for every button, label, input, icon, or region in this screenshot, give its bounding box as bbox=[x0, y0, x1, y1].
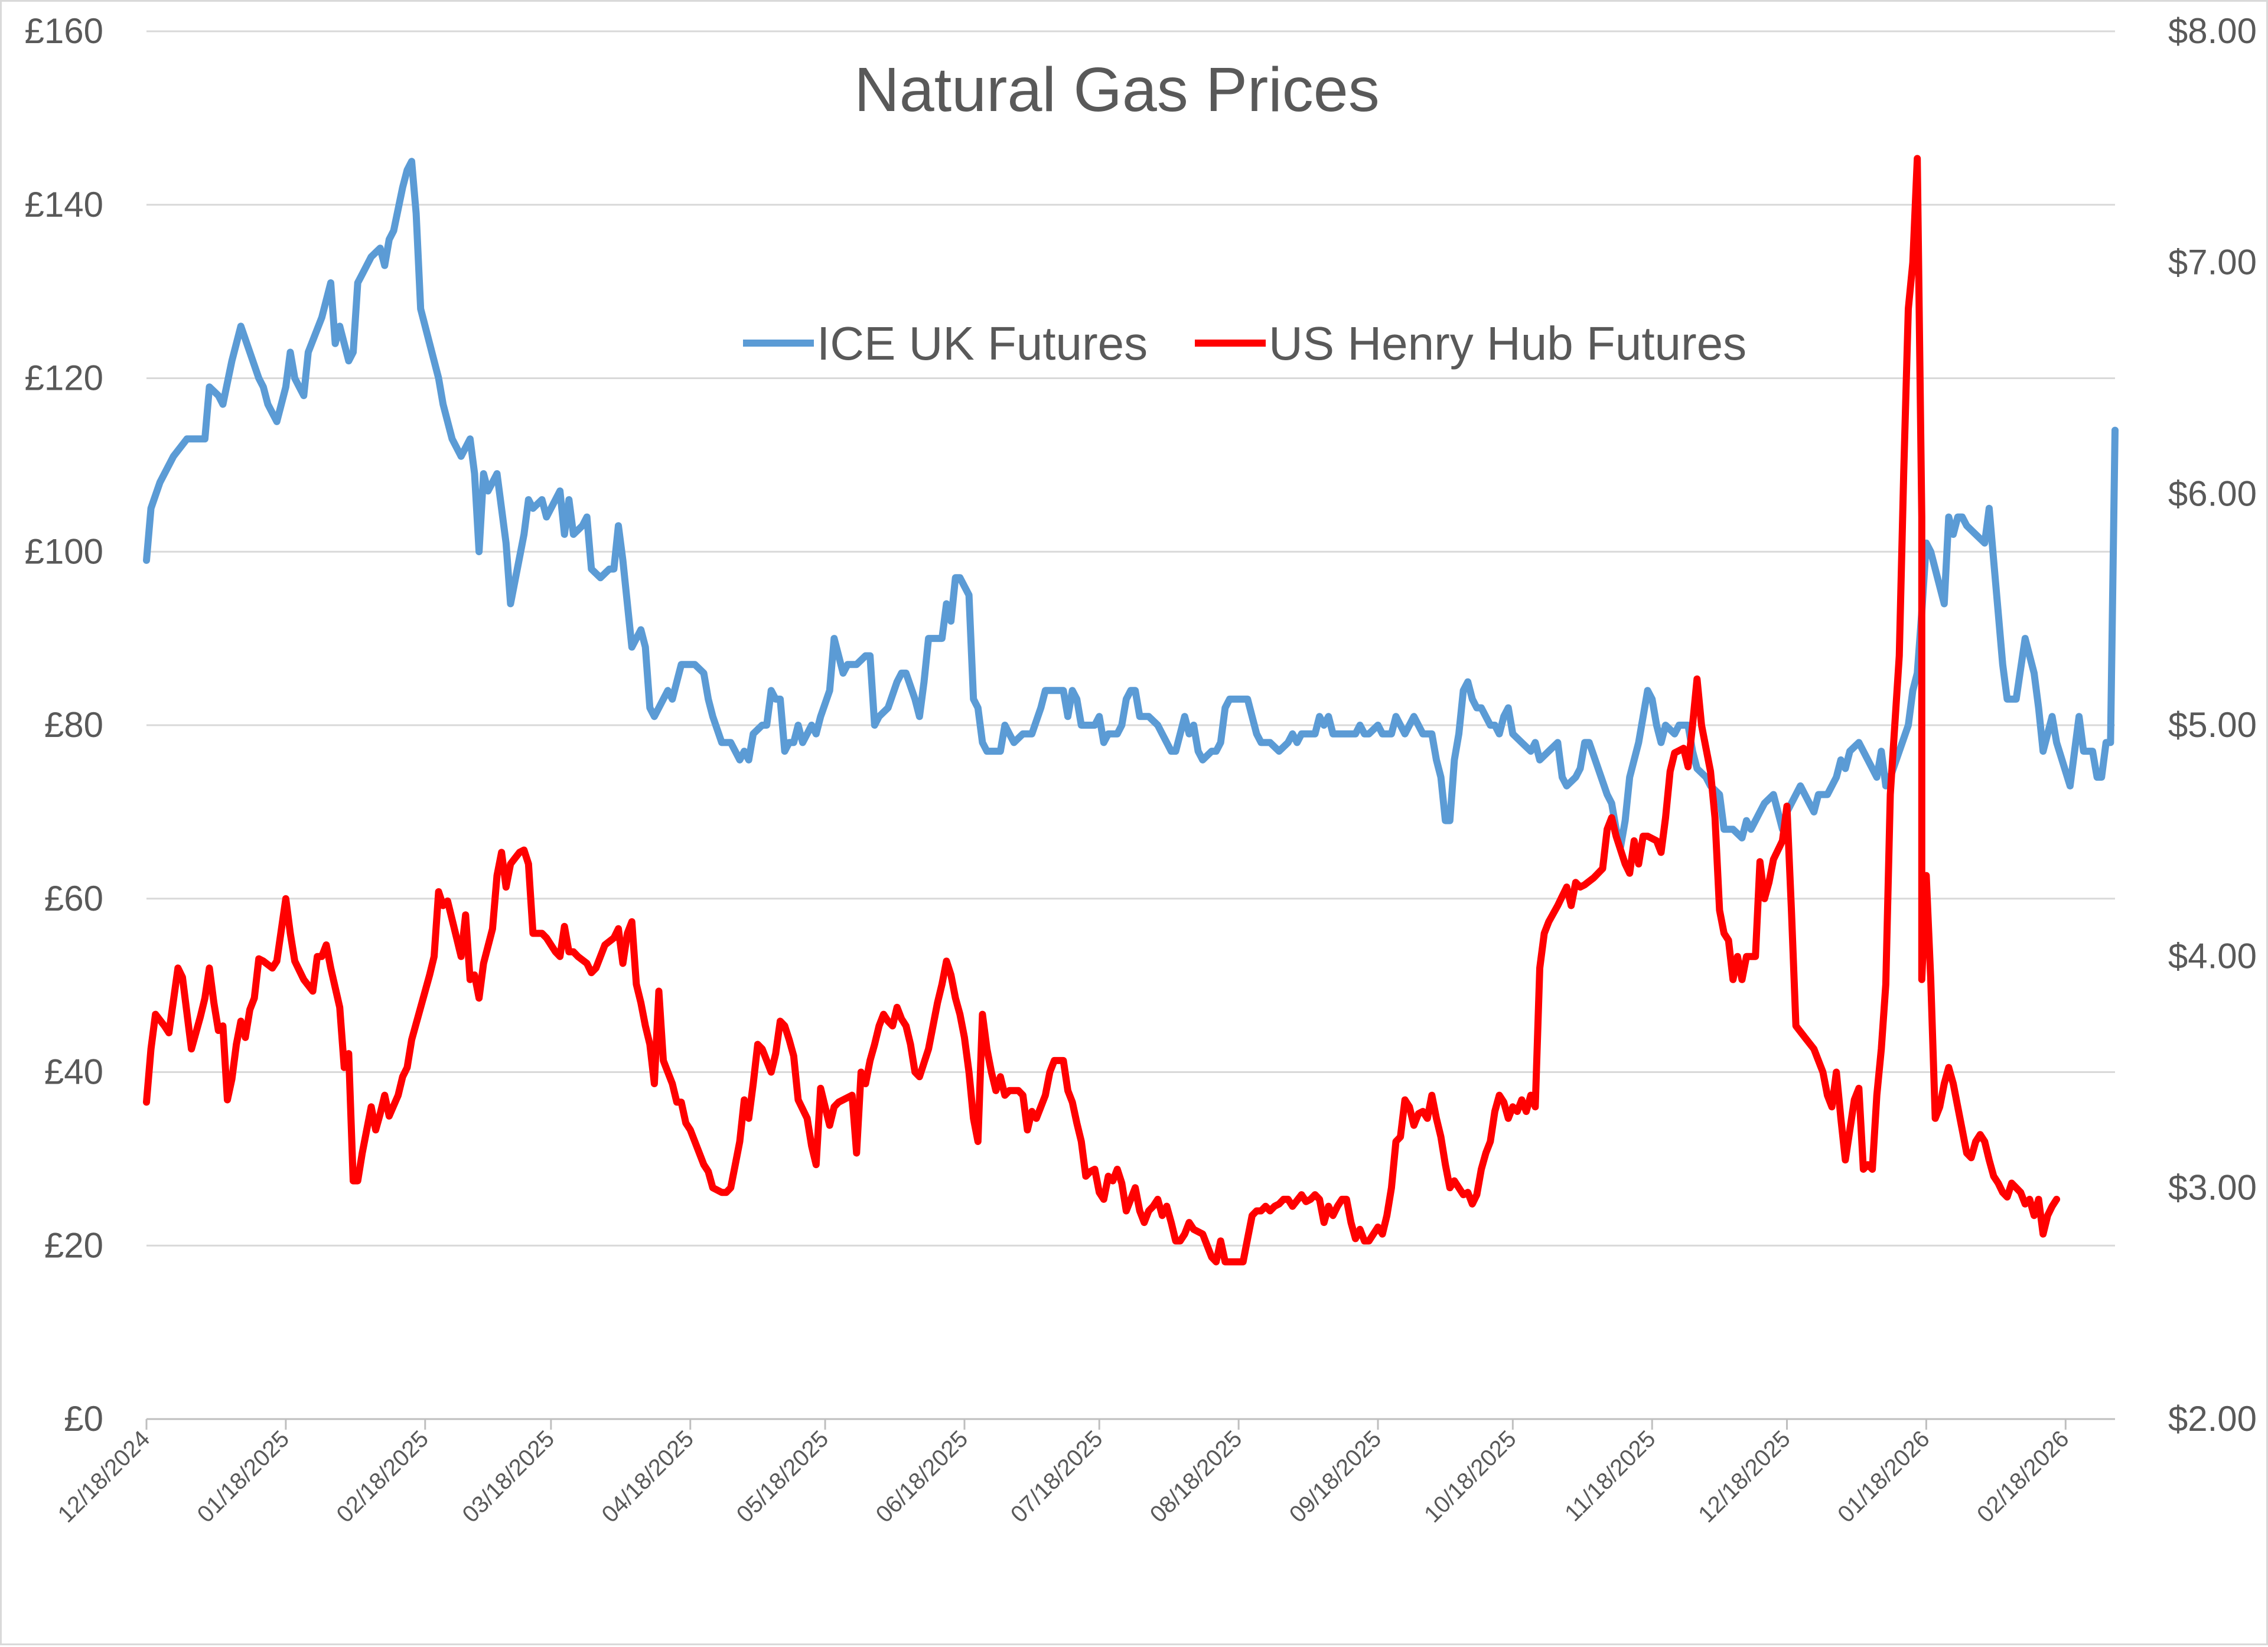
x-tick-label: 11/18/2025 bbox=[1560, 1426, 1661, 1527]
chart-title: Natural Gas Prices bbox=[854, 55, 1380, 125]
y-left-tick-label: £120 bbox=[25, 358, 103, 398]
legend-label-ice-uk: ICE UK Futures bbox=[817, 317, 1148, 370]
y-left-tick-label: £80 bbox=[44, 705, 103, 745]
x-axis-ticks: 12/18/2024 01/18/2025 02/18/2025 03/18/2025… bbox=[53, 1419, 2074, 1528]
x-tick-label: 01/18/2025 bbox=[193, 1426, 295, 1528]
y-left-tick-label: £40 bbox=[44, 1052, 103, 1092]
series-line-ice-uk bbox=[143, 158, 2119, 850]
y-axis-left: £0 £20 £40 £60 £80 £100 £120 £140 £160 bbox=[25, 11, 103, 1439]
x-tick-label: 03/18/2025 bbox=[458, 1426, 560, 1528]
y-right-tick-label: $4.00 bbox=[2168, 937, 2257, 976]
y-axis-right: $2.00 $3.00 $4.00 $5.00 $6.00 $7.00 $8.00 bbox=[2168, 11, 2257, 1439]
y-right-tick-label: $6.00 bbox=[2168, 474, 2257, 513]
x-tick-label: 06/18/2025 bbox=[871, 1426, 973, 1528]
series-lines bbox=[143, 155, 2119, 1266]
legend-label-henry-hub: US Henry Hub Futures bbox=[1269, 317, 1746, 370]
x-tick-label: 09/18/2025 bbox=[1285, 1426, 1387, 1528]
x-tick-label: 01/18/2026 bbox=[1833, 1426, 1935, 1528]
y-right-tick-label: $3.00 bbox=[2168, 1167, 2257, 1207]
y-left-tick-label: £20 bbox=[44, 1225, 103, 1265]
series-line-henry-hub bbox=[143, 155, 2061, 1266]
y-left-tick-label: £100 bbox=[25, 531, 103, 571]
x-tick-label: 08/18/2025 bbox=[1145, 1426, 1247, 1528]
x-tick-label: 02/18/2026 bbox=[1972, 1426, 2074, 1528]
y-right-tick-label: $7.00 bbox=[2168, 243, 2257, 282]
y-right-tick-label: $8.00 bbox=[2168, 11, 2257, 51]
x-tick-label: 05/18/2025 bbox=[732, 1426, 834, 1528]
y-left-tick-label: £0 bbox=[64, 1399, 103, 1439]
x-tick-label: 04/18/2025 bbox=[597, 1426, 699, 1528]
x-tick-label: 12/18/2025 bbox=[1693, 1426, 1795, 1528]
y-left-tick-label: £60 bbox=[44, 879, 103, 918]
x-tick-label: 10/18/2025 bbox=[1419, 1426, 1521, 1528]
legend: ICE UK Futures US Henry Hub Futures bbox=[743, 317, 1746, 370]
x-tick-label: 07/18/2025 bbox=[1006, 1426, 1108, 1528]
y-right-tick-label: $5.00 bbox=[2168, 705, 2257, 745]
gridlines bbox=[146, 30, 2115, 1247]
y-right-tick-label: $2.00 bbox=[2168, 1399, 2257, 1439]
y-left-tick-label: £160 bbox=[25, 11, 103, 51]
x-tick-label: 12/18/2024 bbox=[53, 1426, 155, 1528]
x-tick-label: 02/18/2025 bbox=[331, 1426, 434, 1528]
y-left-tick-label: £140 bbox=[25, 185, 103, 224]
